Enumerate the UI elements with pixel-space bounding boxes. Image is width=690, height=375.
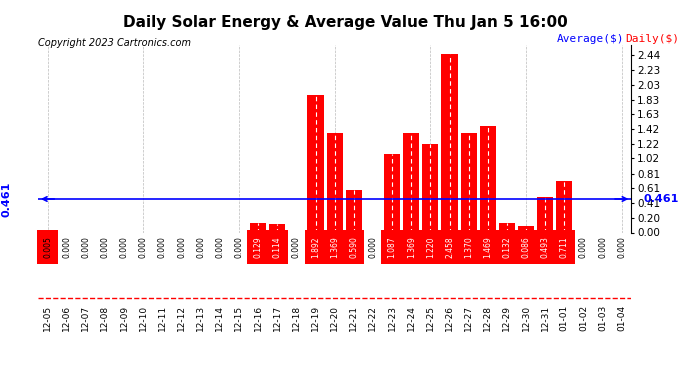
- Text: 12-12: 12-12: [177, 305, 186, 331]
- Text: 1.087: 1.087: [388, 236, 397, 258]
- Text: 1.370: 1.370: [464, 236, 473, 258]
- Text: 0.129: 0.129: [254, 236, 263, 258]
- Text: 0.000: 0.000: [81, 236, 90, 258]
- Bar: [537, 196, 553, 232]
- Text: 0.000: 0.000: [177, 236, 186, 258]
- Text: 12-25: 12-25: [426, 305, 435, 331]
- Text: Daily Solar Energy & Average Value Thu Jan 5 16:00: Daily Solar Energy & Average Value Thu J…: [123, 15, 567, 30]
- Text: 1.469: 1.469: [483, 236, 492, 258]
- Text: 12-14: 12-14: [215, 305, 224, 331]
- Text: 12-19: 12-19: [311, 305, 320, 331]
- Text: 12-26: 12-26: [445, 305, 454, 331]
- Bar: [442, 54, 457, 232]
- Text: 0.000: 0.000: [235, 236, 244, 258]
- Bar: [480, 126, 496, 232]
- Bar: [384, 153, 400, 232]
- Bar: [422, 144, 439, 232]
- Text: 0.000: 0.000: [368, 236, 377, 258]
- Text: 2.458: 2.458: [445, 236, 454, 258]
- Bar: [250, 223, 266, 232]
- Bar: [556, 181, 573, 232]
- Text: 0.711: 0.711: [560, 236, 569, 258]
- Text: 12-23: 12-23: [388, 305, 397, 331]
- Text: 12-13: 12-13: [196, 305, 205, 331]
- Bar: [346, 190, 362, 232]
- Text: 0.000: 0.000: [139, 236, 148, 258]
- Text: 0.000: 0.000: [579, 236, 588, 258]
- Bar: [499, 223, 515, 232]
- Text: 01-03: 01-03: [598, 305, 607, 332]
- Text: 0.000: 0.000: [62, 236, 71, 258]
- Bar: [326, 133, 343, 232]
- Text: 12-11: 12-11: [158, 305, 167, 331]
- Text: 12-30: 12-30: [522, 305, 531, 331]
- Text: 12-31: 12-31: [541, 305, 550, 331]
- Text: 12-15: 12-15: [235, 305, 244, 331]
- Text: 12-20: 12-20: [330, 305, 339, 331]
- Text: 0.000: 0.000: [618, 236, 627, 258]
- Text: 12-18: 12-18: [292, 305, 301, 331]
- Text: Daily($): Daily($): [626, 34, 680, 44]
- Text: 12-24: 12-24: [406, 305, 415, 331]
- Bar: [460, 133, 477, 232]
- Text: 01-01: 01-01: [560, 305, 569, 332]
- Bar: [403, 133, 420, 232]
- Text: 12-06: 12-06: [62, 305, 71, 331]
- Text: 0.000: 0.000: [215, 236, 224, 258]
- Text: 12-22: 12-22: [368, 305, 377, 331]
- Text: 0.005: 0.005: [43, 236, 52, 258]
- Text: 0.000: 0.000: [598, 236, 607, 258]
- Text: 12-21: 12-21: [349, 305, 358, 331]
- Text: 12-17: 12-17: [273, 305, 282, 331]
- Text: 01-02: 01-02: [579, 305, 588, 331]
- Text: 0.493: 0.493: [541, 236, 550, 258]
- Text: 0.000: 0.000: [158, 236, 167, 258]
- Text: 12-27: 12-27: [464, 305, 473, 331]
- Text: 1.369: 1.369: [330, 236, 339, 258]
- Text: 0.461: 0.461: [643, 194, 678, 204]
- Bar: [269, 224, 286, 232]
- Text: 12-10: 12-10: [139, 305, 148, 331]
- Text: 0.461: 0.461: [2, 181, 12, 217]
- Text: 12-28: 12-28: [483, 305, 492, 331]
- Text: 12-05: 12-05: [43, 305, 52, 331]
- Text: 0.132: 0.132: [502, 236, 511, 258]
- Text: 12-16: 12-16: [254, 305, 263, 331]
- Text: 12-09: 12-09: [119, 305, 128, 331]
- Text: Copyright 2023 Cartronics.com: Copyright 2023 Cartronics.com: [38, 38, 191, 48]
- Text: 12-08: 12-08: [101, 305, 110, 331]
- Text: 0.000: 0.000: [292, 236, 301, 258]
- Text: 0.000: 0.000: [101, 236, 110, 258]
- Text: 12-07: 12-07: [81, 305, 90, 331]
- Text: Average($): Average($): [557, 34, 624, 44]
- Text: 1.369: 1.369: [406, 236, 415, 258]
- Text: 1.892: 1.892: [311, 236, 320, 258]
- Text: 0.086: 0.086: [522, 236, 531, 258]
- Text: 0.590: 0.590: [349, 236, 358, 258]
- Text: 0.000: 0.000: [196, 236, 205, 258]
- Text: 01-04: 01-04: [618, 305, 627, 331]
- Text: 0.000: 0.000: [119, 236, 128, 258]
- Text: 1.220: 1.220: [426, 236, 435, 258]
- Bar: [518, 226, 534, 232]
- Text: 12-29: 12-29: [502, 305, 511, 331]
- Text: 0.114: 0.114: [273, 236, 282, 258]
- Bar: [307, 95, 324, 232]
